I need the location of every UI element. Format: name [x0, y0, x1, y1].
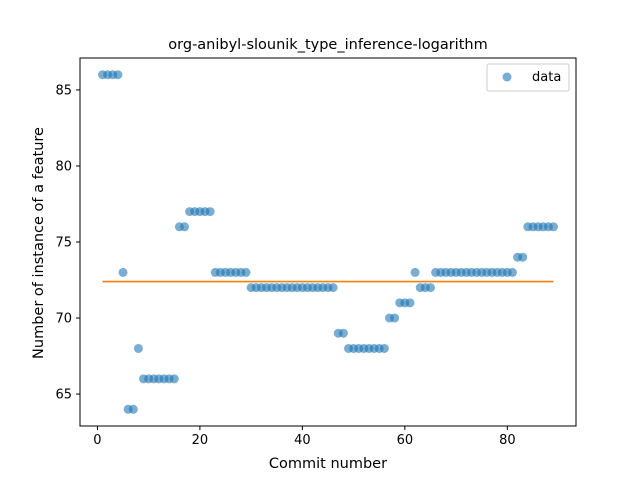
data-point — [241, 267, 251, 277]
data-point — [405, 298, 415, 308]
x-tick-label: 80 — [499, 433, 516, 448]
legend: data — [486, 63, 570, 92]
data-point — [379, 343, 389, 353]
y-tick-label: 80 — [55, 159, 72, 174]
y-axis-ticks: 65 70 75 80 85 — [55, 83, 80, 403]
x-tick-label: 60 — [397, 433, 414, 448]
data-point — [390, 313, 400, 323]
x-tick-label: 20 — [192, 433, 209, 448]
y-axis-label: Number of instance of a feature — [31, 127, 47, 359]
y-tick-label: 65 — [55, 388, 72, 403]
y-tick-label: 75 — [55, 236, 72, 251]
y-tick-label: 70 — [55, 312, 72, 327]
legend-box — [486, 63, 570, 92]
legend-label: data — [532, 70, 561, 85]
x-tick-label: 0 — [93, 433, 101, 448]
data-point — [180, 222, 190, 232]
data-point — [507, 267, 517, 277]
chart-title: org-anibyl-slounik_type_inference-logari… — [168, 37, 487, 53]
data-point — [518, 252, 528, 262]
legend-marker — [502, 72, 512, 82]
data-point — [410, 267, 420, 277]
data-point — [113, 70, 123, 80]
y-tick-label: 85 — [55, 83, 72, 98]
data-point — [128, 404, 138, 414]
data-point — [548, 222, 558, 232]
data-point — [133, 343, 143, 353]
x-tick-label: 40 — [294, 433, 311, 448]
data-point — [205, 207, 215, 217]
x-axis-label: Commit number — [269, 456, 387, 472]
data-point — [118, 267, 128, 277]
data-point — [425, 283, 435, 293]
data-point — [328, 283, 338, 293]
data-point — [169, 374, 179, 384]
data-points — [98, 70, 558, 414]
x-axis-ticks: 0 20 40 60 80 — [93, 426, 516, 448]
data-point — [338, 328, 348, 338]
